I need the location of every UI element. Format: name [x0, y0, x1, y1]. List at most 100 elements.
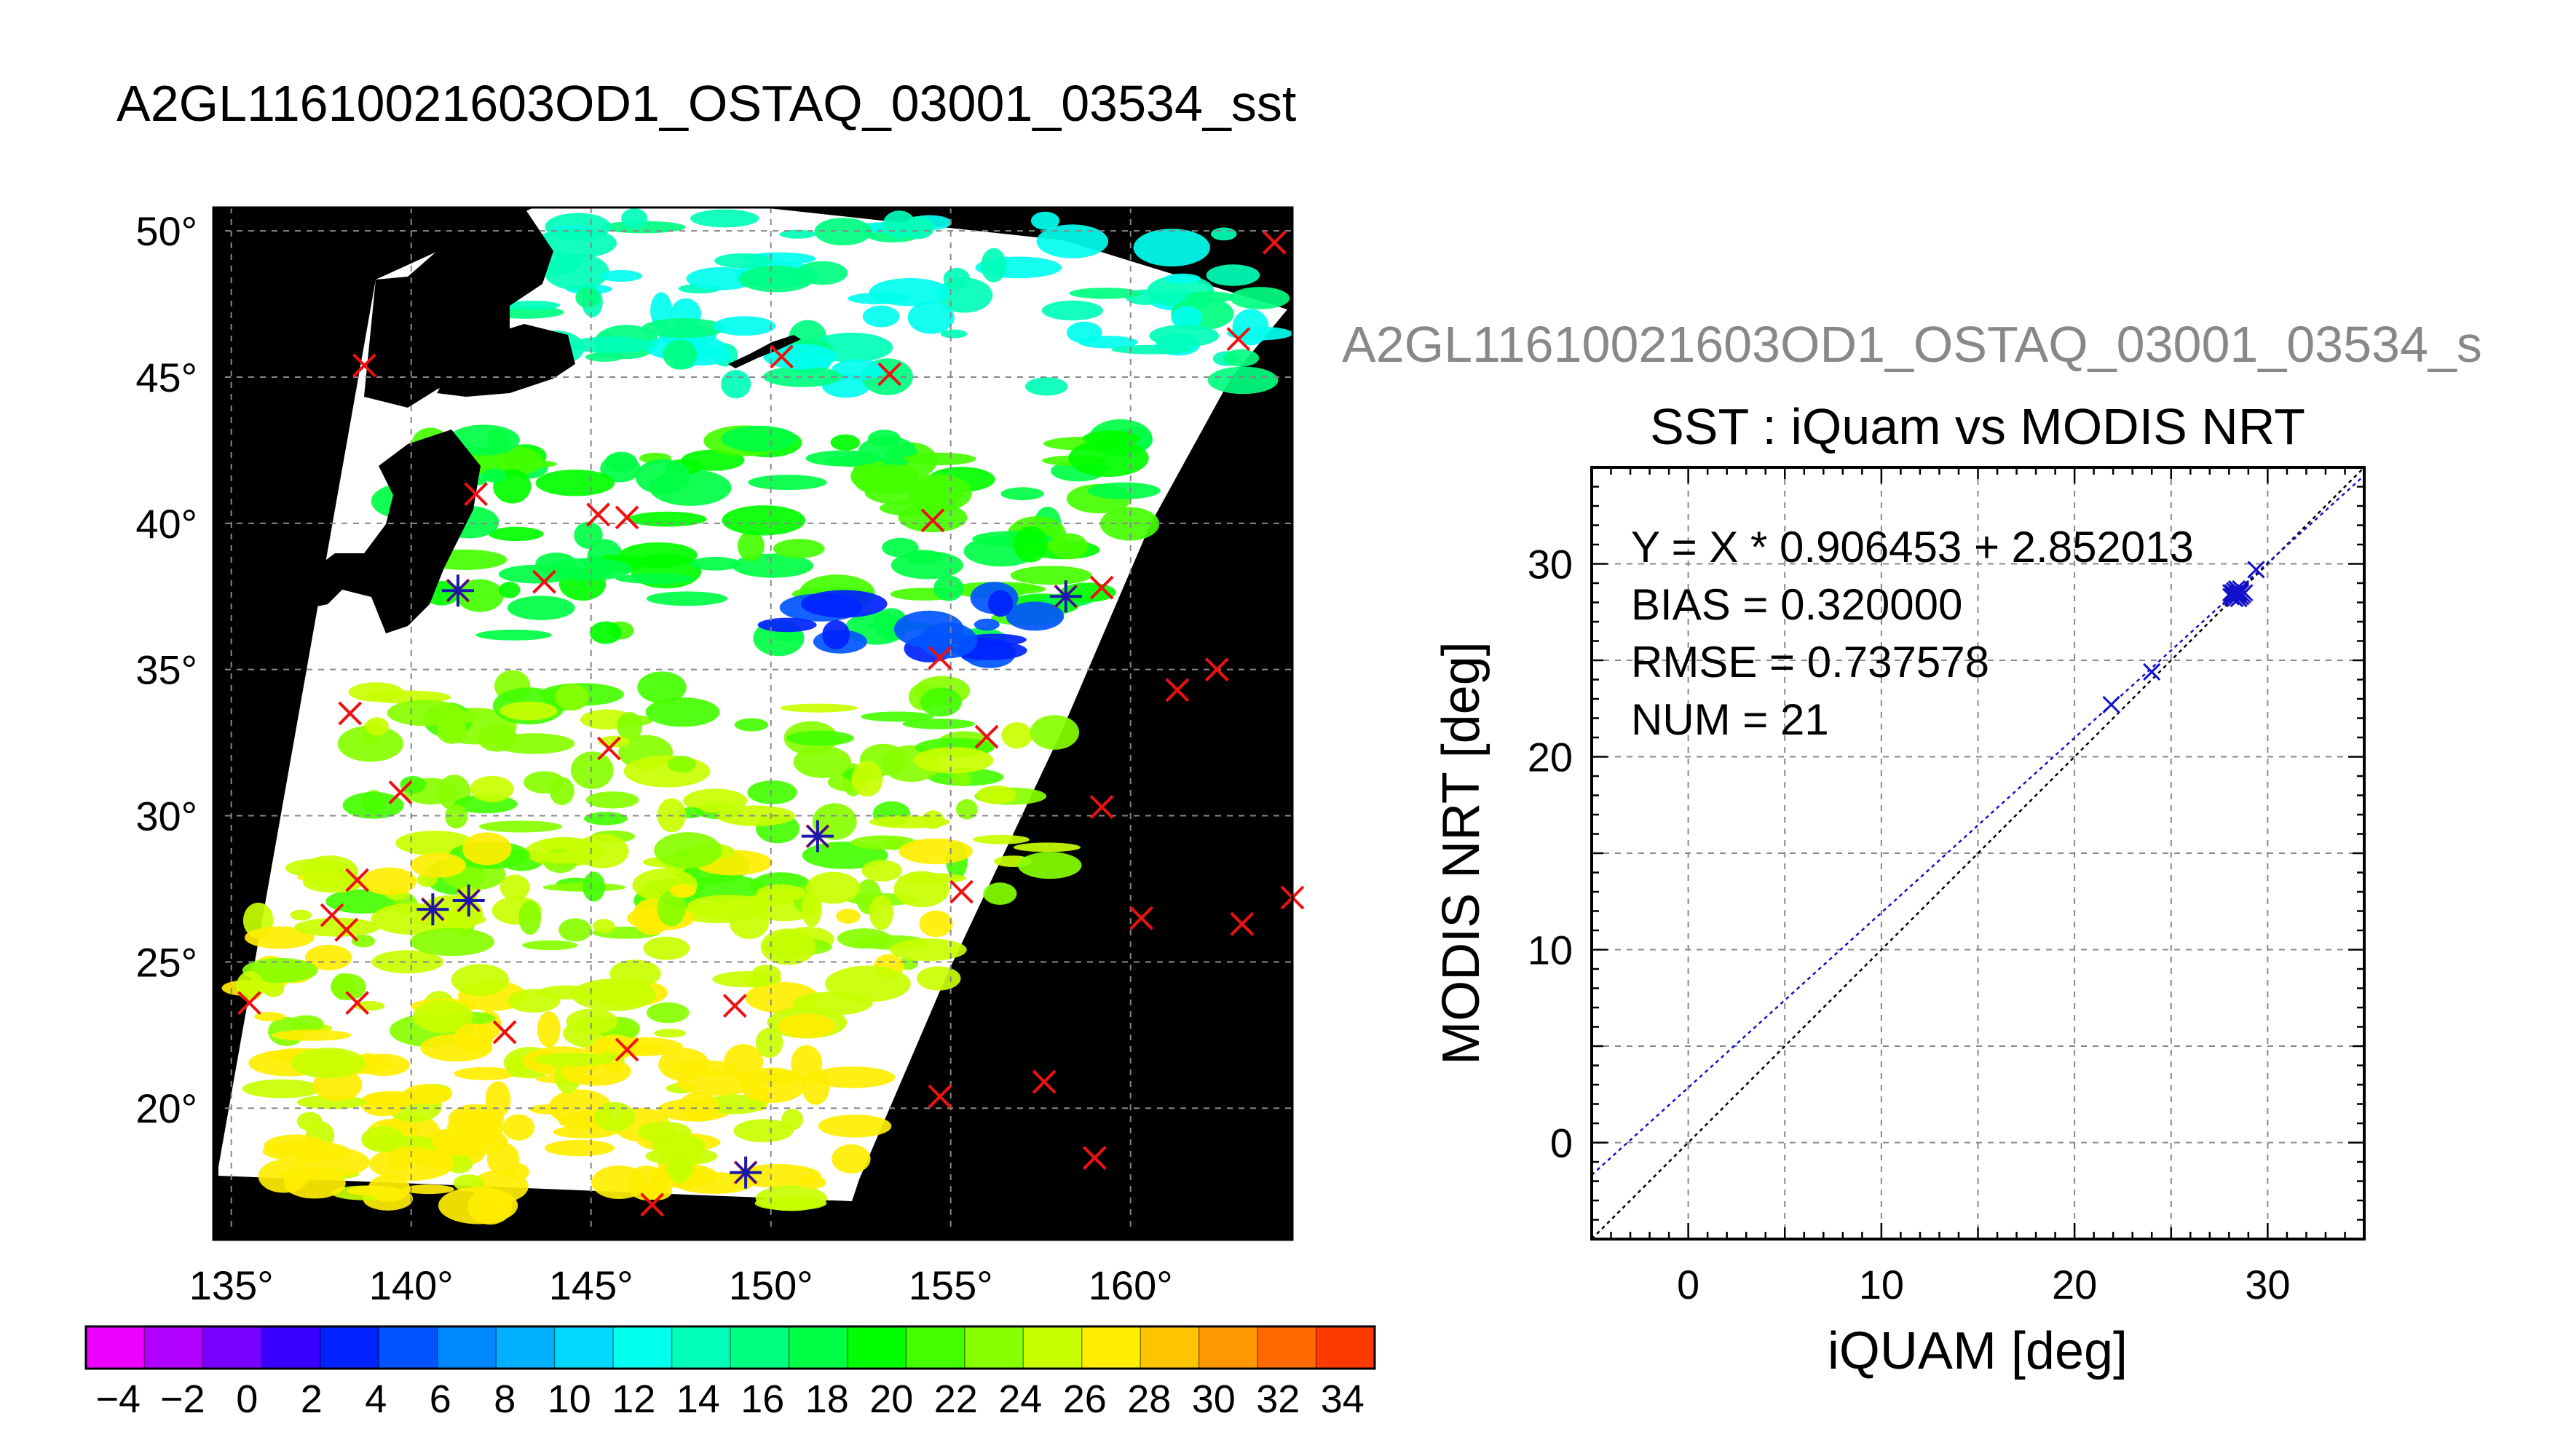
insitu-marker	[345, 868, 370, 893]
scatter-points	[2102, 561, 2265, 714]
sst-patch	[1099, 507, 1160, 541]
sst-patch	[571, 751, 614, 789]
sst-patch	[805, 871, 861, 904]
colorbar-cell	[554, 1326, 614, 1369]
sst-patch	[1010, 566, 1092, 585]
sst-patch	[786, 730, 854, 746]
sst-patch	[724, 1044, 764, 1080]
sst-patch	[721, 425, 797, 452]
sst-patch	[555, 684, 589, 711]
insitu-marker	[464, 482, 489, 507]
sst-patch	[470, 775, 514, 802]
sst-patch	[445, 804, 468, 828]
colorbar-cell	[964, 1326, 1024, 1369]
sst-patch	[621, 208, 648, 229]
sst-patch	[893, 610, 964, 648]
sst-patch	[599, 270, 643, 282]
scatter-y-tick-label: 30	[1528, 542, 1573, 587]
sst-patch	[1207, 366, 1279, 395]
insitu-matchup-marker	[452, 885, 485, 917]
sst-patch	[734, 718, 769, 732]
colorbar-tick-label: 32	[1256, 1377, 1300, 1421]
insitu-marker	[949, 879, 974, 904]
sst-patch	[583, 871, 605, 902]
sst-patch	[585, 791, 639, 809]
sst-patch	[830, 434, 861, 451]
sst-patch	[1025, 377, 1068, 396]
sst-patch	[760, 928, 816, 965]
colorbar-cell	[379, 1326, 438, 1369]
sst-patch	[972, 834, 1030, 844]
sst-patch	[679, 1092, 719, 1122]
sst-patch	[943, 267, 971, 290]
sst-patch	[489, 526, 544, 542]
sst-patch	[861, 860, 902, 882]
scatter-y-tick-label: 20	[1528, 735, 1573, 780]
scatter-minor-ticks	[1590, 466, 2366, 1241]
sst-patch	[837, 928, 891, 949]
colorbar-tick-label: −4	[95, 1377, 141, 1421]
scatter-annotation: RMSE = 0.737578	[1631, 638, 1989, 687]
sst-patch	[1041, 300, 1103, 321]
sst-patch	[738, 265, 814, 293]
sst-patch	[537, 1011, 561, 1048]
sst-patch	[351, 935, 376, 948]
scatter-title: SST : iQuam vs MODIS NRT	[1650, 398, 2305, 455]
sst-patch	[832, 359, 885, 381]
sst-patch	[491, 459, 557, 469]
colorbar-tick-label: 28	[1127, 1377, 1171, 1421]
sst-patch	[524, 771, 565, 794]
sst-patch	[347, 1185, 399, 1196]
sst-patch	[365, 717, 389, 736]
sst-patch	[1014, 526, 1048, 563]
sst-patch	[356, 1053, 410, 1077]
sst-patch	[899, 838, 973, 865]
sst-patch	[778, 1013, 836, 1039]
sst-patch	[721, 370, 751, 399]
sst-patch	[907, 301, 955, 334]
colorbar-cell	[1257, 1326, 1317, 1369]
sst-patch	[615, 574, 695, 584]
sst-patch	[566, 1008, 618, 1034]
sst-patch	[779, 229, 816, 239]
sst-patch	[738, 531, 765, 561]
colorbar-cell	[496, 1326, 556, 1369]
insitu-marker	[1089, 795, 1114, 819]
sst-patch	[832, 1144, 871, 1174]
sst-patch	[690, 209, 759, 228]
sst-patch	[1164, 273, 1201, 284]
colorbar-cell	[1198, 1326, 1258, 1369]
sst-patch	[409, 927, 495, 957]
map-lat-tick-label: 20°	[135, 1085, 197, 1131]
sst-patch	[703, 1094, 766, 1115]
sst-patch	[748, 475, 827, 491]
sst-patch	[956, 799, 978, 820]
scatter-x-tick-label: 0	[1677, 1262, 1699, 1307]
insitu-marker	[1032, 1069, 1057, 1094]
insitu-marker	[615, 1037, 639, 1062]
sst-patch	[1149, 325, 1220, 347]
colorbar-cell	[144, 1326, 204, 1369]
sst-patch	[747, 780, 797, 804]
sst-patch	[499, 874, 530, 901]
sst-patch	[903, 215, 935, 240]
sst-patch	[799, 1176, 826, 1190]
map-lat-tick-label: 35°	[135, 647, 197, 693]
sst-patch	[712, 971, 782, 988]
sst-patch	[454, 1067, 517, 1080]
scatter-annotation: BIAS = 0.320000	[1631, 580, 1962, 629]
sst-patch	[974, 618, 1000, 631]
sst-patch	[584, 812, 628, 826]
sst-patch	[502, 301, 561, 310]
sst-patch	[645, 1147, 718, 1166]
sst-patch	[371, 950, 444, 974]
colorbar-tick-label: 4	[365, 1377, 387, 1421]
sst-patch	[716, 805, 796, 826]
sst-patch	[902, 719, 975, 729]
scatter-y-ticks: 0 10 20 30	[1528, 542, 1573, 1166]
sst-patch	[981, 248, 1007, 282]
colorbar-cell	[789, 1326, 848, 1369]
insitu-marker	[1165, 678, 1190, 703]
sst-map: 135° 140° 145° 150° 155° 160° 50° 45° 40° 35° 30°…	[135, 206, 1305, 1308]
sst-patch	[654, 832, 722, 869]
